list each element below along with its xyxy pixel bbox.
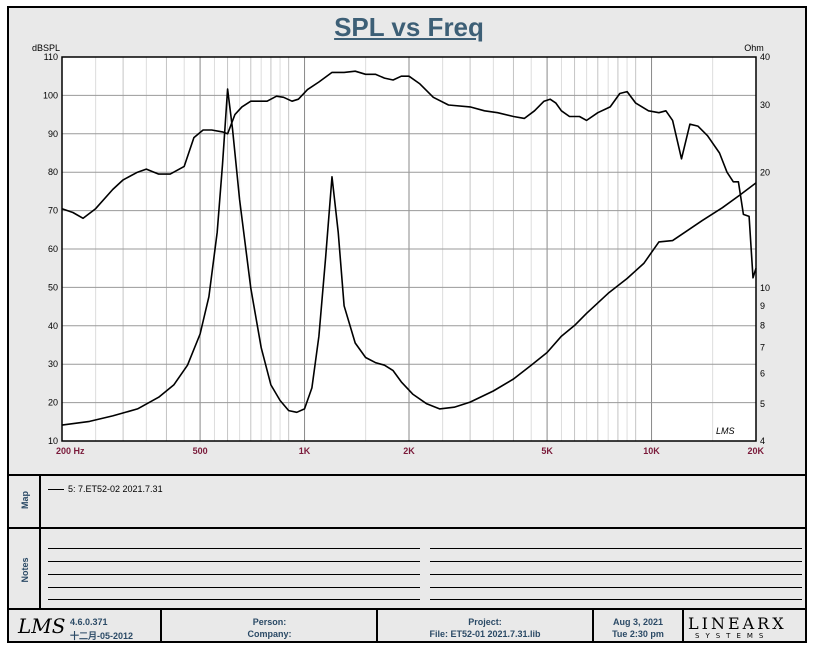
y-tick-label-right: 40	[760, 52, 770, 62]
time-text: Tue 2:30 pm	[612, 629, 664, 639]
divider-map-notes	[9, 527, 807, 529]
y-axis-label-right: Ohm	[744, 43, 764, 53]
notes-label: Notes	[20, 557, 30, 583]
y-tick-label-left: 60	[48, 244, 58, 254]
y-tick-label-left: 40	[48, 321, 58, 331]
notes-line	[48, 574, 420, 575]
legend-swatch	[48, 489, 64, 491]
legend-label: 5: 7.ET52-02 2021.7.31	[68, 484, 163, 494]
y-tick-label-left: 50	[48, 282, 58, 292]
lms-watermark: LMS	[716, 426, 735, 436]
y-tick-label-left: 30	[48, 359, 58, 369]
notes-line	[430, 548, 802, 549]
x-tick-label: 5K	[541, 446, 553, 456]
x-tick-label: 10K	[643, 446, 660, 456]
notes-line	[48, 599, 420, 600]
notes-line	[48, 548, 420, 549]
notes-line	[48, 587, 420, 588]
y-tick-label-left: 80	[48, 167, 58, 177]
x-tick-label: 2K	[403, 446, 415, 456]
spl-chart: 10 20 30 40 50 60 70 80 90 100 110 4 5 6 7 8 9 10 20 30 40 20…	[32, 43, 770, 456]
footer-divider	[592, 610, 594, 641]
person-label: Person:	[252, 617, 287, 627]
chart-title: SPL vs Freq	[334, 12, 484, 42]
file-label: File: ET52-01 2021.7.31.lib	[429, 629, 541, 639]
linearx-systems-text: SYSTEMS	[695, 632, 770, 640]
notes-line	[430, 574, 802, 575]
x-tick-label: 200 Hz	[56, 446, 85, 456]
y-axis-label-left: dBSPL	[32, 43, 60, 53]
notes-line	[430, 599, 802, 600]
footer-divider	[376, 610, 378, 641]
divider-chart-map	[9, 474, 807, 476]
legend-entry: 5: 7.ET52-02 2021.7.31	[48, 484, 163, 494]
footer-divider	[682, 610, 684, 641]
date-text: Aug 3, 2021	[612, 617, 664, 627]
y-tick-label-left: 110	[44, 52, 58, 62]
company-label: Company:	[247, 629, 292, 639]
notes-line	[430, 561, 802, 562]
y-tick-label-right: 6	[760, 368, 765, 378]
footer-divider	[160, 610, 162, 641]
y-tick-label-left: 10	[48, 436, 58, 446]
y-tick-label-right: 10	[760, 283, 770, 293]
sidebar-divider	[39, 476, 41, 608]
x-tick-label: 1K	[299, 446, 311, 456]
y-tick-label-right: 7	[760, 343, 765, 353]
y-tick-label-left: 90	[48, 129, 58, 139]
project-label: Project:	[468, 617, 502, 627]
x-tick-label: 500	[193, 446, 208, 456]
y-tick-label-right: 4	[760, 436, 765, 446]
y-tick-label-left: 70	[48, 206, 58, 216]
notes-line	[430, 587, 802, 588]
y-tick-label-right: 5	[760, 399, 765, 409]
y-tick-label-right: 9	[760, 301, 765, 311]
version-text: 4.6.0.371	[70, 617, 108, 627]
y-tick-label-left: 100	[43, 90, 58, 100]
y-tick-label-left: 20	[48, 398, 58, 408]
map-label: Map	[20, 491, 30, 509]
linearx-logo: LINEARX	[688, 614, 787, 633]
y-tick-label-right: 30	[760, 100, 770, 110]
y-tick-label-right: 20	[760, 168, 770, 178]
impedance-series-line	[61, 88, 757, 426]
notes-line	[48, 561, 420, 562]
spl-series-line	[61, 70, 757, 279]
x-tick-label: 20K	[747, 446, 764, 456]
y-tick-label-right: 8	[760, 320, 765, 330]
divider-notes-footer	[9, 608, 807, 610]
lms-logo: LMS	[18, 614, 66, 638]
plot-border	[61, 56, 757, 442]
build-date-text: 十二月-05-2012	[70, 631, 134, 641]
